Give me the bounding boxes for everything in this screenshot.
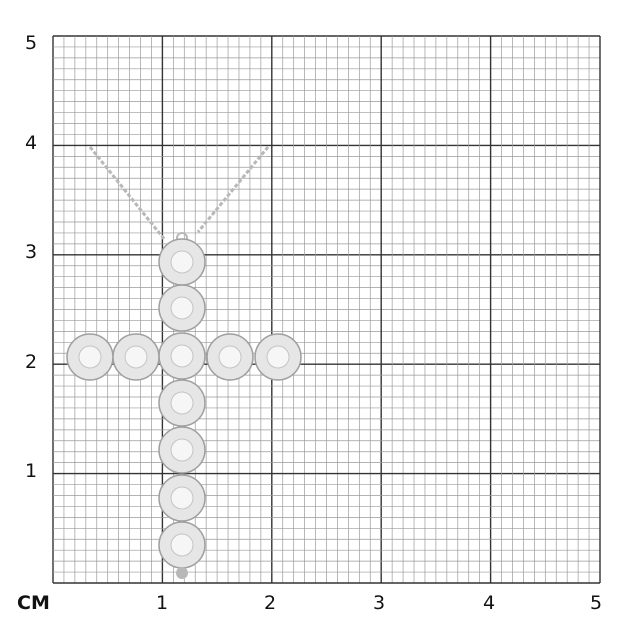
chain-left — [88, 146, 167, 241]
diamond-facet — [170, 250, 194, 274]
pendant-tip — [176, 567, 188, 579]
x-label-1: 1 — [156, 592, 169, 614]
x-label-4: 4 — [483, 592, 496, 614]
y-label-2: 2 — [25, 351, 38, 373]
x-label-5: 5 — [590, 592, 603, 614]
diamond-facet — [218, 345, 242, 369]
diamond-facet — [170, 296, 194, 320]
diamond-facet — [266, 345, 290, 369]
diamond-facet — [124, 345, 148, 369]
y-label-3: 3 — [25, 241, 38, 263]
diamond-facet — [78, 345, 102, 369]
unit-label: CM — [17, 592, 50, 614]
chain-right — [196, 146, 270, 233]
diamond-facet — [170, 533, 194, 557]
diamond-facet — [170, 391, 194, 415]
x-label-3: 3 — [373, 592, 386, 614]
diamond-facet — [170, 344, 194, 368]
x-label-2: 2 — [264, 592, 277, 614]
y-label-4: 4 — [25, 132, 38, 154]
diamond-facet — [170, 486, 194, 510]
y-label-1: 1 — [25, 460, 38, 482]
diamond-facet — [170, 438, 194, 462]
y-label-5: 5 — [25, 32, 38, 54]
